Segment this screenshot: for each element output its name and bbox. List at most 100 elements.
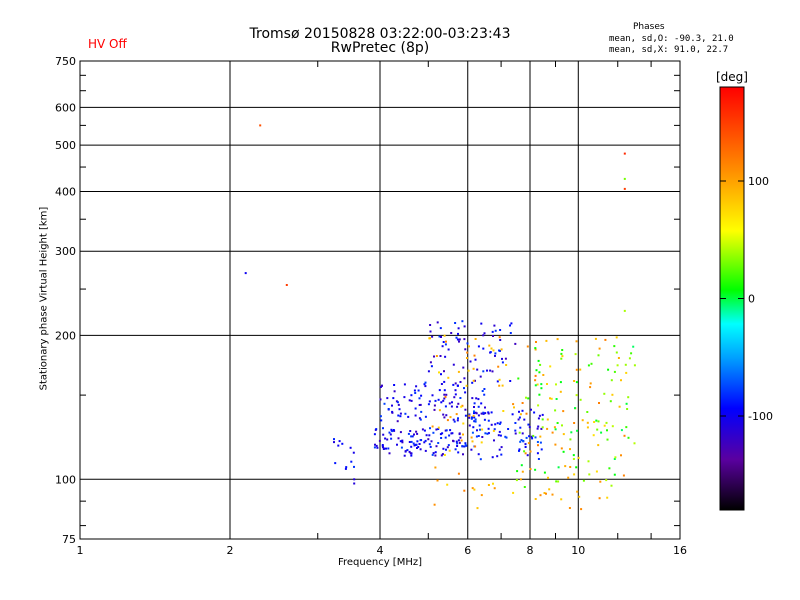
data-point — [531, 437, 534, 440]
data-point — [379, 398, 382, 401]
data-point — [511, 413, 514, 416]
data-point — [494, 352, 497, 355]
data-point — [397, 437, 400, 440]
data-point — [438, 389, 441, 392]
data-point — [500, 348, 503, 351]
data-point — [423, 441, 426, 444]
data-point — [555, 383, 557, 386]
data-point — [534, 384, 537, 387]
colorbar-tick-label: 100 — [748, 175, 769, 188]
data-point — [487, 419, 490, 422]
data-point — [550, 397, 553, 400]
data-point — [462, 453, 464, 456]
data-point — [498, 378, 501, 381]
data-point — [419, 448, 422, 451]
data-point — [594, 337, 597, 340]
data-point — [518, 449, 520, 452]
data-point — [453, 420, 456, 423]
data-point — [539, 435, 542, 438]
data-point — [541, 418, 544, 421]
data-point — [481, 390, 484, 392]
data-point — [551, 493, 554, 496]
data-point — [521, 409, 524, 412]
data-point — [557, 480, 560, 483]
data-point — [468, 414, 471, 417]
data-point — [476, 507, 479, 510]
data-point — [409, 430, 412, 432]
data-point — [599, 480, 602, 483]
data-point — [456, 405, 459, 408]
data-point — [603, 392, 606, 395]
data-point — [567, 476, 570, 479]
data-point — [458, 441, 461, 444]
data-point — [436, 321, 439, 324]
data-point — [486, 432, 489, 435]
data-point — [417, 446, 420, 448]
data-point — [543, 492, 546, 494]
data-point — [414, 392, 417, 394]
data-point — [543, 471, 546, 474]
data-point — [341, 442, 344, 445]
data-point — [528, 435, 531, 438]
data-point — [500, 446, 503, 449]
data-point — [387, 447, 390, 450]
data-point — [514, 429, 517, 432]
data-point — [611, 393, 614, 396]
data-point — [399, 415, 402, 418]
data-point — [457, 327, 460, 330]
data-point — [547, 476, 549, 479]
data-point — [530, 408, 532, 411]
data-point — [502, 410, 505, 412]
data-point — [470, 436, 473, 439]
data-point — [537, 417, 540, 420]
data-point — [534, 374, 537, 377]
data-point — [463, 338, 466, 341]
data-point — [501, 361, 504, 364]
data-point — [578, 495, 581, 498]
data-point — [590, 362, 593, 365]
data-point — [518, 448, 521, 451]
data-point — [456, 442, 459, 445]
data-point — [374, 443, 376, 446]
data-point — [492, 335, 494, 337]
data-point — [575, 394, 578, 397]
data-point — [378, 439, 381, 442]
data-point — [519, 426, 522, 429]
data-point — [622, 474, 625, 477]
data-point — [605, 421, 608, 424]
data-point — [493, 324, 496, 327]
data-point — [353, 478, 356, 481]
data-point — [623, 152, 626, 155]
data-point — [384, 437, 387, 440]
data-point — [427, 370, 430, 373]
data-point — [466, 342, 469, 345]
data-point — [534, 436, 537, 439]
data-point — [350, 460, 353, 463]
data-point — [483, 393, 486, 396]
data-point — [518, 410, 520, 413]
data-point — [555, 398, 558, 400]
data-point — [613, 458, 616, 460]
data-point — [449, 429, 452, 432]
data-point — [381, 444, 384, 446]
data-point — [398, 408, 401, 411]
data-point — [439, 355, 442, 357]
data-point — [436, 479, 439, 482]
data-point — [464, 414, 467, 417]
data-point — [475, 412, 478, 415]
data-point — [425, 434, 428, 437]
data-point — [597, 354, 600, 357]
data-point — [521, 470, 524, 473]
data-point — [454, 393, 457, 396]
y-tick-label: 750 — [55, 55, 76, 68]
data-point — [597, 420, 600, 423]
data-point — [537, 359, 540, 362]
data-point — [413, 433, 415, 436]
data-point — [541, 413, 544, 416]
data-point — [525, 396, 527, 399]
data-point — [427, 438, 430, 441]
data-point — [517, 377, 520, 380]
data-point — [482, 334, 485, 337]
data-point — [379, 415, 382, 418]
